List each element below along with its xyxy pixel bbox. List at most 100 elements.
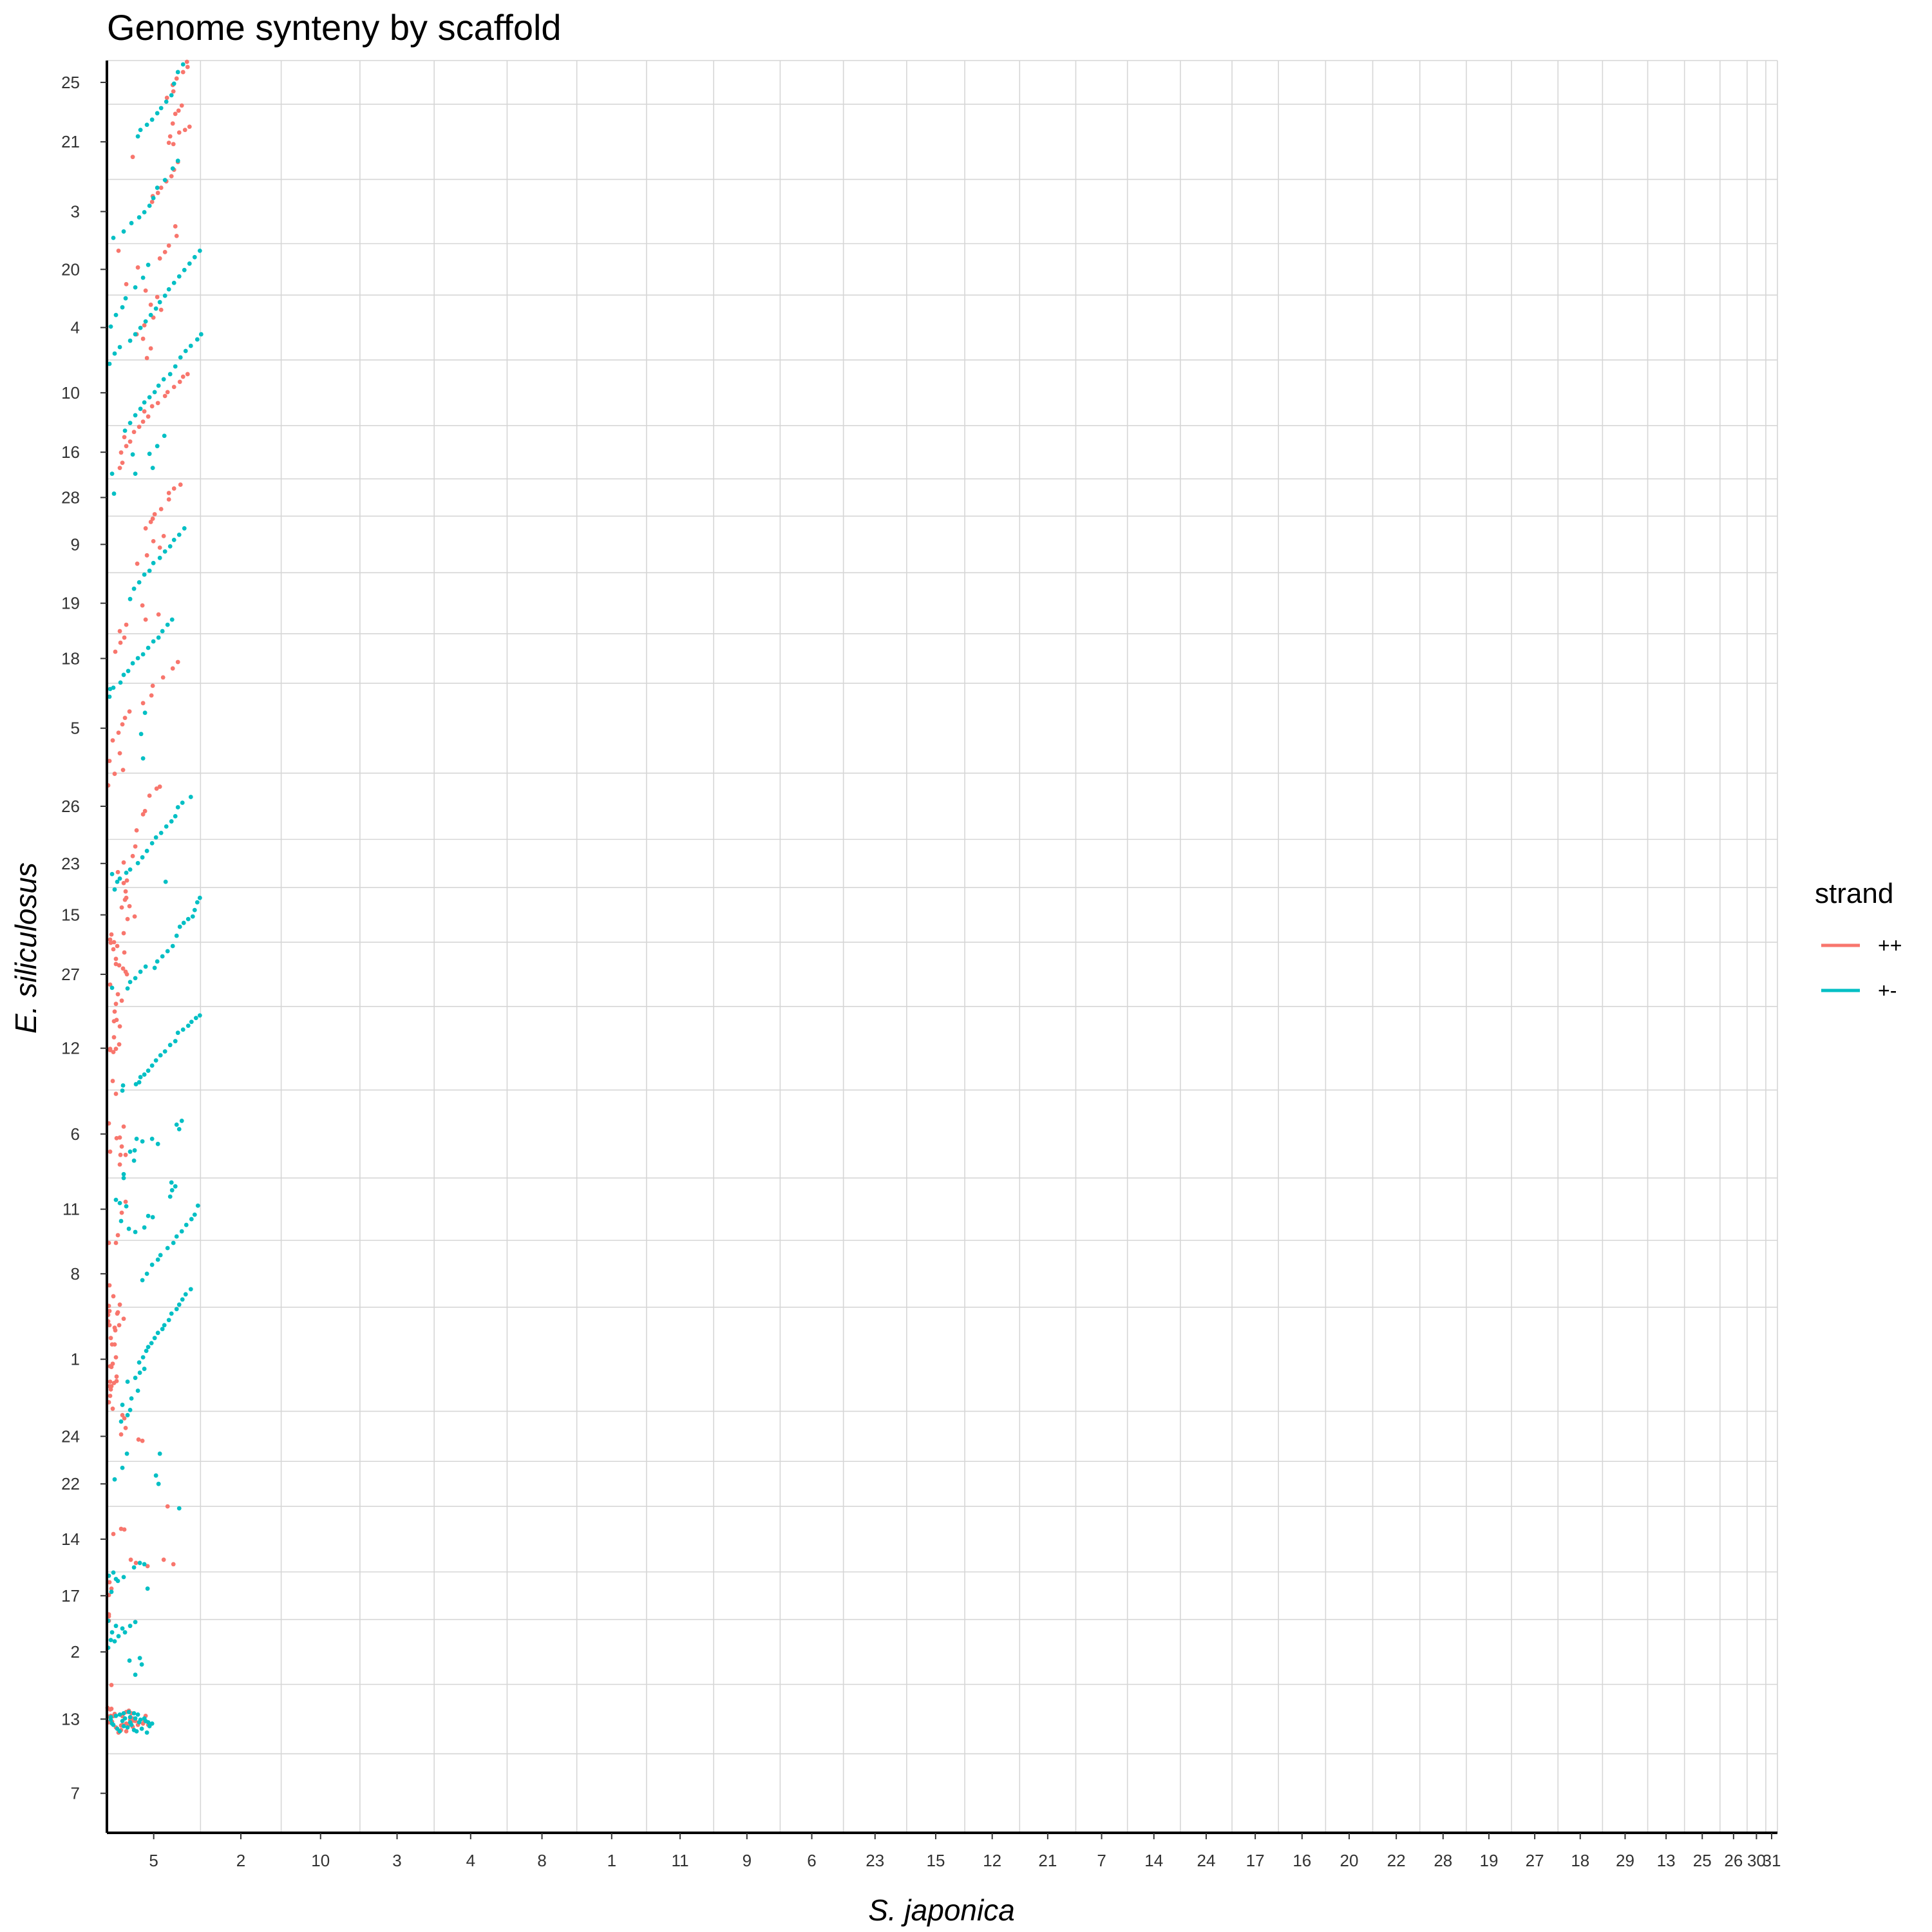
data-point — [117, 1302, 122, 1307]
data-point — [111, 491, 117, 496]
data-point — [109, 471, 115, 477]
data-point — [136, 1437, 141, 1442]
x-tick-label: 19 — [1480, 1851, 1499, 1870]
data-point — [140, 812, 146, 817]
data-point — [149, 117, 155, 122]
y-tick-label: 19 — [61, 594, 80, 613]
data-point — [167, 134, 173, 139]
y-tick-label: 2 — [71, 1642, 80, 1662]
data-point — [124, 878, 129, 883]
data-point — [113, 1713, 118, 1718]
x-tick-label: 9 — [743, 1851, 752, 1870]
data-point — [133, 1229, 138, 1235]
data-point — [162, 249, 167, 254]
data-point — [174, 1234, 179, 1239]
x-tick-label: 16 — [1293, 1851, 1311, 1870]
data-point — [117, 1042, 122, 1047]
data-point — [121, 931, 126, 936]
data-point — [143, 526, 148, 531]
data-point — [109, 1630, 115, 1635]
data-point — [147, 1723, 152, 1728]
data-point — [140, 1438, 145, 1443]
data-point — [169, 819, 174, 824]
data-point — [108, 982, 113, 987]
data-point — [152, 390, 157, 395]
data-point — [165, 390, 170, 395]
data-point — [115, 1233, 120, 1238]
x-tick-label: 30 — [1747, 1851, 1766, 1870]
data-point — [113, 1197, 118, 1202]
data-point — [154, 786, 159, 791]
data-point — [181, 920, 186, 925]
data-point — [182, 526, 187, 531]
data-point — [123, 889, 128, 894]
data-point — [143, 617, 148, 622]
data-point — [170, 166, 175, 171]
scaffold-grid — [107, 60, 1778, 1833]
data-point — [140, 701, 146, 706]
data-point — [155, 1331, 160, 1336]
data-point — [178, 355, 183, 360]
data-point — [122, 1416, 127, 1421]
y-axis-title: E. siliculosus — [9, 862, 43, 1034]
data-point — [108, 1048, 113, 1053]
data-point — [157, 1451, 162, 1456]
data-point — [176, 532, 182, 537]
data-point — [112, 1639, 117, 1644]
x-tick-label: 5 — [149, 1851, 158, 1870]
data-point — [121, 1575, 126, 1580]
data-point — [137, 1370, 142, 1375]
data-point — [123, 969, 128, 974]
data-point — [122, 435, 127, 440]
data-point — [128, 1557, 133, 1562]
data-point — [149, 1262, 155, 1267]
x-tick-label: 11 — [672, 1851, 689, 1870]
data-point — [133, 1560, 138, 1566]
data-point — [128, 1408, 133, 1412]
data-point — [120, 768, 126, 772]
data-point — [157, 784, 162, 789]
axes — [100, 61, 1777, 1839]
data-point — [122, 1527, 127, 1532]
data-point — [149, 693, 154, 698]
data-point — [170, 121, 175, 126]
data-point — [128, 980, 133, 985]
data-point — [125, 986, 130, 991]
x-tick-label: 14 — [1144, 1851, 1163, 1870]
data-point — [194, 337, 200, 342]
y-tick-label: 28 — [61, 488, 80, 507]
data-point — [166, 1318, 171, 1323]
data-point — [169, 1188, 175, 1193]
data-point — [122, 715, 128, 721]
data-point — [142, 1072, 147, 1077]
x-tick-label: 10 — [311, 1851, 330, 1870]
data-point — [171, 1562, 176, 1567]
data-point — [133, 471, 138, 477]
data-point — [126, 1710, 131, 1714]
x-tick-label: 12 — [983, 1851, 1001, 1870]
data-point — [194, 900, 200, 905]
data-point — [176, 1302, 182, 1307]
data-point — [160, 629, 165, 634]
data-point — [197, 1013, 202, 1018]
data-point — [170, 666, 175, 671]
data-point — [173, 111, 178, 117]
x-tick-label: 20 — [1340, 1851, 1359, 1870]
data-point — [128, 867, 133, 872]
data-point — [163, 879, 168, 884]
data-point — [111, 1531, 116, 1537]
data-point — [140, 1278, 145, 1283]
y-tick-label: 5 — [71, 719, 80, 738]
data-point — [155, 959, 160, 964]
y-tick-label: 6 — [71, 1124, 80, 1144]
data-point — [123, 1152, 128, 1157]
data-point — [179, 1119, 184, 1123]
data-point — [179, 1229, 184, 1234]
data-point — [142, 1225, 147, 1230]
data-point — [165, 1504, 170, 1509]
data-point — [161, 533, 166, 538]
data-point — [148, 302, 153, 307]
data-point — [146, 645, 151, 650]
data-point — [170, 943, 175, 949]
